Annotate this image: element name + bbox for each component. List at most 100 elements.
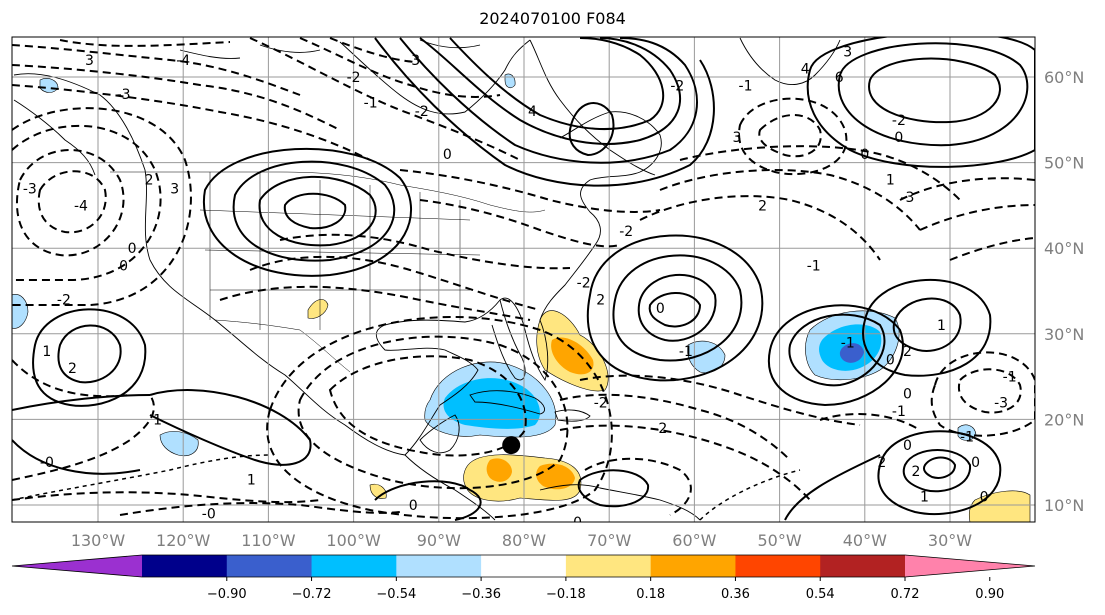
pacific-trough bbox=[12, 107, 192, 306]
contour-label: -1 bbox=[142, 524, 156, 540]
us-canada-border bbox=[110, 171, 546, 213]
longitude-tick-label: 30°W bbox=[928, 531, 972, 550]
trough-contour bbox=[59, 39, 231, 47]
pacific-trough bbox=[12, 124, 162, 281]
negative-anomaly-peak bbox=[839, 343, 864, 363]
colorbar-extend-low bbox=[12, 555, 142, 577]
border-layer bbox=[110, 171, 546, 373]
latitude-tick-label: 40°N bbox=[1044, 239, 1084, 258]
jet-contour bbox=[399, 37, 698, 164]
negative-anomaly-region bbox=[159, 431, 199, 457]
high-center-contour bbox=[837, 42, 1029, 147]
contour-label: -2 bbox=[653, 421, 667, 437]
contour-label: 0 bbox=[886, 352, 895, 368]
zero-contours bbox=[12, 454, 801, 521]
east-trough bbox=[957, 368, 1022, 414]
contour-label: 3 bbox=[170, 181, 179, 197]
atlantic-trough bbox=[559, 424, 811, 501]
subtropical-contour bbox=[902, 449, 972, 493]
contour-label: 4 bbox=[528, 104, 537, 120]
east-contour bbox=[12, 439, 141, 475]
figure-title: 2024070100 F084 bbox=[479, 9, 626, 28]
atlantic-high-contour bbox=[612, 254, 743, 362]
longitude-tick-label: 70°W bbox=[587, 531, 631, 550]
eastern-us-trough bbox=[399, 169, 661, 213]
contour-label: -3 bbox=[406, 53, 420, 69]
east-trough bbox=[930, 351, 1035, 437]
contour-label: 0 bbox=[903, 387, 912, 403]
contour-label: 1 bbox=[937, 318, 946, 334]
jet-contour bbox=[419, 37, 681, 145]
atlantic-trough bbox=[679, 145, 961, 201]
colorbar-outline bbox=[11, 554, 1036, 578]
longitude-axis-labels: 130°W 120°W 110°W 100°W 90°W 80°W 70°W 60°W 50°W… bbox=[71, 531, 972, 550]
contour-label-layer: 3 -4-3-2-3-2-104-2 -14363-2001-32-1-2-2202… bbox=[23, 44, 1017, 540]
local-high bbox=[568, 102, 615, 157]
trough-contour bbox=[12, 84, 371, 161]
contour-label: 1 bbox=[886, 173, 895, 189]
contour-label: -2 bbox=[577, 275, 591, 291]
contour-label: 0 bbox=[128, 241, 137, 257]
trough-contour bbox=[249, 37, 521, 161]
colorbar-tick-label: −0.90 bbox=[207, 587, 247, 602]
latitude-tick-label: 30°N bbox=[1044, 325, 1084, 344]
tropical-trough bbox=[819, 413, 921, 431]
contour-label: -3 bbox=[900, 190, 914, 206]
jet-contour bbox=[449, 37, 665, 130]
colorbar-tick-label: −0.18 bbox=[546, 587, 586, 602]
colorbar-tick-label: 0.90 bbox=[975, 587, 1004, 602]
negative-anomaly-region bbox=[39, 78, 59, 93]
atlantic-trough bbox=[659, 169, 921, 231]
contour-label: 0 bbox=[903, 438, 912, 454]
contour-label: -0 bbox=[568, 515, 582, 531]
pacific-contour bbox=[32, 308, 147, 407]
contour-label: -1 bbox=[892, 404, 906, 420]
contour-layer bbox=[12, 37, 1035, 521]
eastern-us-trough bbox=[279, 233, 571, 270]
positive-anomaly-core bbox=[551, 337, 594, 375]
longitude-tick-label: 60°W bbox=[672, 531, 716, 550]
contour-label: -2 bbox=[347, 70, 361, 86]
eastern-us-trough bbox=[219, 285, 531, 321]
greenland-coastline bbox=[739, 37, 841, 86]
atlantic-high-contour bbox=[586, 234, 764, 382]
atlantic-trough bbox=[639, 195, 881, 261]
east-trough bbox=[899, 177, 1035, 201]
trough-contour bbox=[12, 64, 341, 131]
gulf-contour bbox=[374, 480, 482, 521]
latitude-tick-label: 20°N bbox=[1044, 410, 1084, 429]
contour-label: -2 bbox=[57, 293, 71, 309]
pacific-trough bbox=[15, 149, 125, 257]
jet-contour bbox=[374, 37, 715, 187]
storm-center-marker bbox=[502, 436, 521, 455]
contour-label: -1 bbox=[807, 258, 821, 274]
south-america-coastline bbox=[539, 484, 701, 521]
positive-contours bbox=[12, 37, 1035, 521]
tropical-trough bbox=[12, 491, 321, 504]
contour-label: -3 bbox=[117, 87, 131, 103]
contour-label: 2 bbox=[911, 464, 920, 480]
atlantic-trough bbox=[579, 374, 861, 426]
colorbar-tick-label: 0.36 bbox=[721, 587, 750, 602]
contour-label: -2 bbox=[415, 104, 429, 120]
longitude-tick-label: 110°W bbox=[241, 531, 296, 550]
high-center-contour bbox=[258, 175, 377, 247]
colorbar-segment bbox=[311, 555, 397, 577]
longitude-tick-label: 80°W bbox=[502, 531, 546, 550]
colorbar-tick-labels: −0.90 −0.72 −0.54 −0.36 −0.18 0.18 0.36 0.54 0.7… bbox=[207, 577, 1004, 602]
trough-contour bbox=[12, 44, 301, 96]
trough-contour bbox=[329, 37, 416, 63]
positive-anomaly-core bbox=[536, 463, 575, 490]
latitude-tick-label: 50°N bbox=[1044, 154, 1084, 173]
latitude-tick-label: 10°N bbox=[1044, 496, 1084, 515]
contour-label: 2 bbox=[596, 293, 605, 309]
high-center-contour bbox=[283, 192, 347, 230]
contour-label: -1 bbox=[364, 96, 378, 112]
east-atlantic-contour bbox=[862, 278, 992, 377]
subtropical-contour bbox=[922, 456, 957, 479]
contour-label: -2 bbox=[594, 395, 608, 411]
longitude-tick-label: 100°W bbox=[326, 531, 381, 550]
contour-label: -2 bbox=[670, 79, 684, 95]
contour-label: -3 bbox=[23, 181, 37, 197]
